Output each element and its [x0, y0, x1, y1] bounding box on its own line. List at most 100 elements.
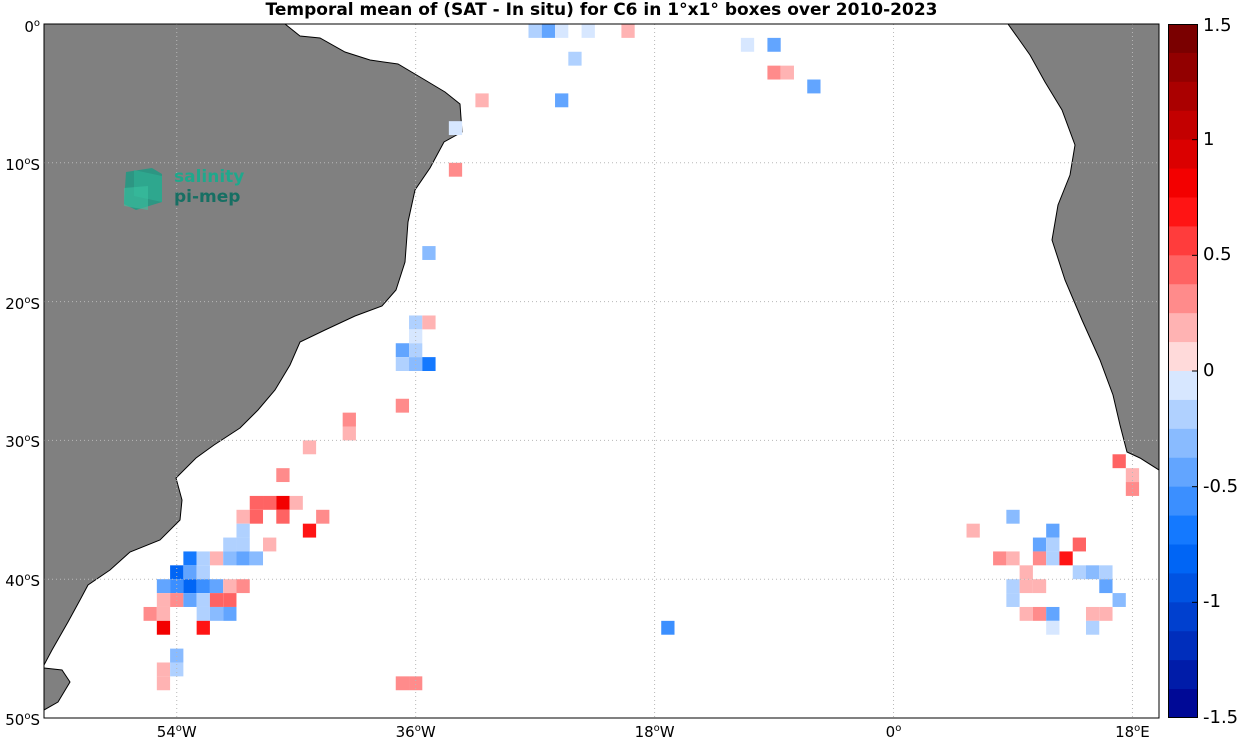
longitude-label-value: 0	[885, 723, 896, 741]
data-cell	[263, 537, 277, 552]
data-cell	[183, 565, 197, 580]
latitude-label-hemisphere: S	[30, 433, 40, 452]
data-cell	[156, 620, 171, 635]
longitude-label-value: 54	[156, 723, 176, 741]
colorbar-segment	[1168, 52, 1198, 83]
data-cell	[395, 343, 410, 358]
data-cell	[767, 65, 781, 80]
colorbar-tick-label: 1	[1203, 128, 1215, 150]
data-cell	[409, 676, 423, 691]
degree-symbol: o	[1134, 723, 1141, 734]
data-cell	[170, 662, 184, 677]
data-cell	[276, 509, 290, 524]
data-cell	[223, 579, 237, 594]
data-cell	[1112, 454, 1126, 469]
data-cell	[1006, 551, 1020, 566]
data-cell	[1019, 606, 1033, 621]
colorbar-segment	[1168, 371, 1198, 401]
longitude-label: 54oW	[157, 721, 197, 740]
data-cell	[1032, 579, 1047, 594]
latitude-label: 10oS	[5, 154, 40, 173]
data-cell	[236, 537, 250, 552]
data-cells	[143, 24, 1140, 691]
data-cell	[409, 315, 423, 330]
data-cell	[1046, 620, 1060, 635]
colorbar-tick-label: -1	[1203, 591, 1221, 613]
data-cell	[541, 24, 556, 38]
colorbar-tick-label: -1.5	[1203, 707, 1239, 728]
data-cell	[1046, 606, 1060, 621]
latitude-label-hemisphere: S	[30, 711, 40, 729]
map-panel	[43, 23, 1160, 719]
data-cell	[156, 662, 171, 677]
data-cell	[767, 37, 781, 52]
latitude-label-value: 50	[5, 711, 25, 729]
data-cell	[209, 606, 224, 621]
colorbar	[1168, 24, 1198, 718]
colorbar-segment	[1168, 139, 1198, 170]
colorbar-segment	[1168, 284, 1198, 314]
colorbar-tick-label: 0	[1203, 360, 1215, 381]
degree-symbol: o	[653, 723, 660, 734]
data-cell	[263, 495, 277, 510]
latitude-label-value: 30	[5, 433, 25, 452]
data-cell	[196, 620, 210, 635]
colorbar-segment	[1168, 660, 1198, 690]
data-cell	[170, 579, 184, 594]
latitude-label: 30oS	[5, 431, 40, 450]
data-cell	[223, 593, 237, 607]
data-cell	[422, 246, 436, 260]
data-cell	[236, 579, 250, 594]
data-cell	[568, 51, 582, 66]
data-cell	[302, 440, 317, 455]
data-cell	[236, 523, 250, 538]
africa-landmass	[1007, 24, 1159, 471]
data-cell	[316, 509, 330, 524]
data-cell	[1085, 606, 1100, 621]
data-cell	[342, 426, 356, 441]
data-cell	[1032, 537, 1047, 552]
data-cell	[209, 551, 224, 566]
longitude-label-hemisphere: W	[420, 723, 436, 741]
longitude-label: 36oW	[396, 721, 436, 740]
data-cell	[1046, 523, 1060, 538]
latitude-label-hemisphere: S	[30, 572, 40, 591]
data-cell	[661, 620, 675, 635]
logo-line1: salinity	[174, 167, 245, 187]
map-title: Temporal mean of (SAT - In situ) for C6 …	[265, 0, 938, 20]
data-cell	[1085, 620, 1100, 635]
data-cell	[422, 315, 436, 330]
data-cell	[196, 593, 210, 607]
data-cell	[223, 551, 237, 566]
data-cell	[1032, 551, 1047, 566]
data-cell	[1072, 537, 1086, 552]
colorbar-tick-label: 1.5	[1203, 15, 1232, 36]
colorbar-segment	[1168, 631, 1198, 661]
data-cell	[183, 551, 197, 566]
data-cell	[1046, 551, 1060, 566]
data-cell	[555, 93, 569, 108]
data-cell	[395, 398, 410, 413]
colorbar-segment	[1168, 342, 1198, 372]
data-cell	[448, 121, 463, 136]
longitude-label-value: 18	[634, 723, 654, 741]
longitude-label-hemisphere: E	[1140, 723, 1150, 741]
data-cell	[740, 37, 755, 52]
latitude-label: 50oS	[5, 709, 40, 728]
data-cell	[183, 579, 197, 594]
data-cell	[395, 676, 410, 691]
data-cell	[183, 593, 197, 607]
data-cell	[223, 606, 237, 621]
colorbar-tick-label: 0.5	[1203, 244, 1232, 266]
colorbar-segment	[1168, 515, 1198, 545]
data-cell	[196, 565, 210, 580]
latitude-label-value: 10	[5, 155, 25, 174]
patagonia-tip	[44, 667, 71, 711]
data-cell	[621, 24, 635, 38]
data-cell	[475, 93, 489, 108]
data-cell	[276, 468, 290, 483]
colorbar-segment	[1168, 486, 1198, 517]
data-cell	[1006, 579, 1020, 594]
data-cell	[409, 343, 423, 358]
colorbar-segment	[1168, 689, 1198, 718]
